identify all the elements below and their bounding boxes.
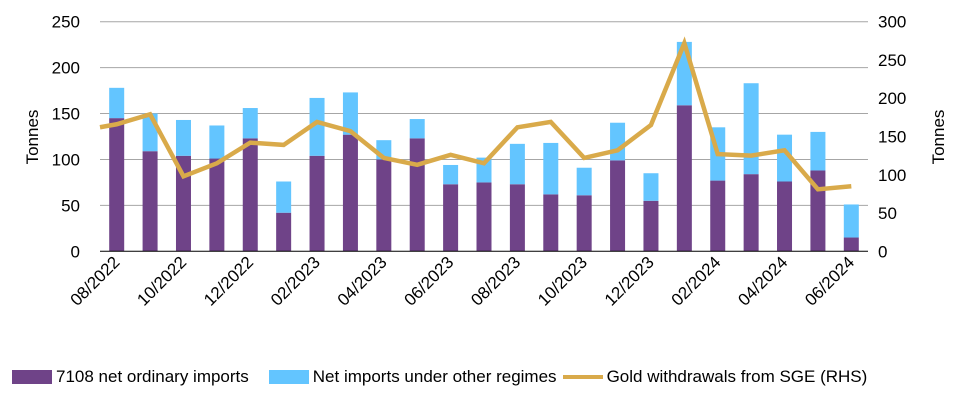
bar-other [576,167,592,196]
bar-ordinary [643,200,659,252]
bar-other [610,122,626,161]
bar-ordinary [777,181,793,252]
y-axis-label: Tonnes [23,110,42,165]
y2-tick-label: 0 [878,242,887,261]
bar-ordinary [610,160,626,252]
bar-other [810,131,826,171]
x-tick-label: 04/2023 [334,253,391,310]
y-tick-label: 50 [61,196,80,215]
bar-ordinary [676,105,692,252]
bar-ordinary [543,194,559,252]
bar-ordinary [443,184,459,252]
legend-item-sge: Gold withdrawals from SGE (RHS) [562,367,868,387]
bar-ordinary [142,151,158,252]
legend-line-swatch [562,375,603,379]
bar-ordinary [509,184,525,252]
y-tick-label: 200 [52,59,80,78]
x-tick-label: 06/2023 [401,253,458,310]
bar-other [175,119,191,156]
legend-item-other: Net imports under other regimes [268,367,557,387]
bar-other [777,134,793,182]
bar-other [509,143,525,185]
chart: 05010015020025005010015020025030008/2022… [23,13,948,310]
bar-ordinary [843,237,859,252]
line-sge-withdrawals [99,36,852,192]
legend-swatch [12,370,52,384]
y2-tick-label: 150 [878,128,906,147]
bar-other [276,181,292,213]
legend: 7108 net ordinary imports Net imports un… [0,364,977,390]
bar-other [242,108,258,139]
bar-ordinary [376,159,392,252]
bar-ordinary [175,155,191,252]
bar-other [342,92,358,135]
bar-ordinary [710,180,726,252]
y2-tick-label: 100 [878,166,906,185]
x-tick-label: 12/2022 [200,253,257,310]
bar-ordinary [109,118,125,252]
x-tick-label: 08/2023 [467,253,524,310]
x-tick-label: 12/2023 [601,253,658,310]
y2-tick-label: 50 [878,204,897,223]
bar-ordinary [209,158,225,252]
bar-other [142,113,158,152]
x-tick-label: 02/2023 [267,253,324,310]
bar-other [843,204,859,238]
bar-ordinary [409,138,425,252]
x-tick-label: 10/2022 [133,253,190,310]
y2-tick-label: 250 [878,51,906,70]
bar-other [543,142,559,195]
legend-label: 7108 net ordinary imports [56,367,249,386]
bar-other [409,119,425,139]
bar-ordinary [309,155,325,252]
bar-other [643,173,659,201]
x-tick-label: 10/2023 [534,253,591,310]
legend-label: Gold withdrawals from SGE (RHS) [606,367,868,386]
y2-tick-label: 300 [878,13,906,32]
y-tick-label: 250 [52,13,80,32]
y-tick-label: 100 [52,150,80,169]
x-tick-label: 06/2024 [801,253,858,310]
y-tick-label: 150 [52,105,80,124]
bar-ordinary [342,134,358,252]
legend-swatch [268,370,309,384]
bar-other [109,87,125,119]
legend-item-ordinary: 7108 net ordinary imports [12,367,249,387]
x-tick-label: 04/2024 [734,253,791,310]
y2-axis-label: Tonnes [929,110,948,165]
bar-ordinary [476,182,492,252]
bar-ordinary [276,212,292,252]
bar-other [443,164,459,185]
y-tick-label: 0 [71,242,80,261]
bar-other [209,125,225,159]
y2-tick-label: 200 [878,89,906,108]
bar-ordinary [242,138,258,252]
bar-other [309,97,325,156]
bar-other [743,83,759,175]
legend-label: Net imports under other regimes [312,367,557,386]
bar-ordinary [576,195,592,252]
x-tick-label: 02/2024 [668,253,725,310]
bar-ordinary [743,174,759,252]
